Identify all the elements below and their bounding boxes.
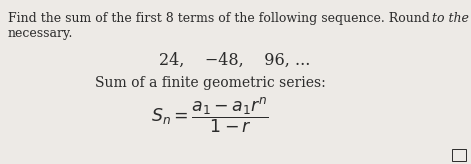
Text: Sum of a finite geometric series:: Sum of a finite geometric series: bbox=[95, 76, 326, 90]
Text: necessary.: necessary. bbox=[8, 27, 73, 40]
Text: 24,    −48,    96, ...: 24, −48, 96, ... bbox=[159, 52, 311, 69]
Text: Find the sum of the first 8 terms of the following sequence. Round: Find the sum of the first 8 terms of the… bbox=[8, 12, 434, 25]
Text: to the nearest hundredth if: to the nearest hundredth if bbox=[432, 12, 471, 25]
Text: $S_n = \dfrac{a_1 - a_1r^n}{1 - r}$: $S_n = \dfrac{a_1 - a_1r^n}{1 - r}$ bbox=[151, 96, 269, 135]
Bar bbox=[452, 149, 466, 161]
